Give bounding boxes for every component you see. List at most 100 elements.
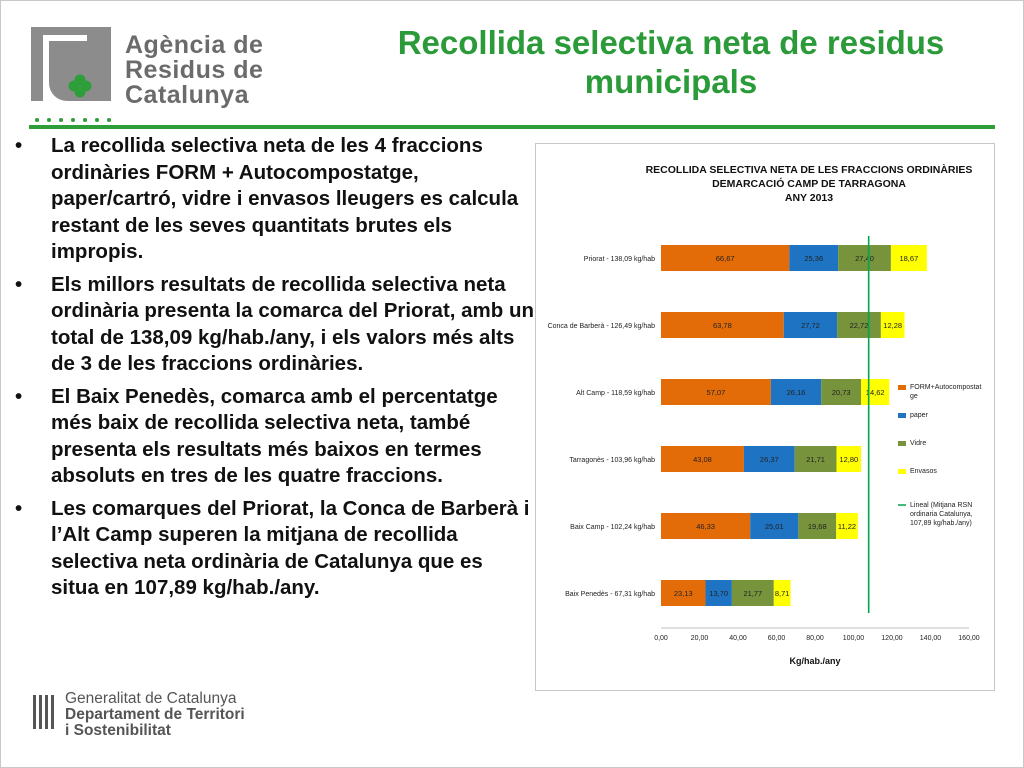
stacked-bar-chart: Priorat - 138,09 kg/hab 66,67 25,36 27,40 18… [548, 236, 981, 666]
bar-segment [783, 312, 838, 338]
bar-segment [861, 379, 890, 405]
x-tick-label: 160,00 [958, 635, 980, 642]
legend-label: Lineal (Mitjana RSN [910, 502, 972, 509]
bar-segment [890, 245, 927, 271]
data-label: 20,73 [832, 388, 851, 397]
bullet-text: La recollida selectiva neta de les 4 fra… [51, 134, 519, 263]
bar-segment [731, 580, 774, 606]
generalitat-logo: Generalitat de Catalunya Departament de … [31, 691, 291, 741]
chart-title-line2: DEMARCACIÓ CAMP DE TARRAGONA [712, 178, 906, 190]
bar-segment [661, 312, 784, 338]
legend-label: Envasos [910, 468, 937, 475]
data-label: 26,37 [760, 455, 779, 464]
data-label: 57,07 [707, 388, 726, 397]
category-label: Baix Camp - 102,24 kg/hab [570, 524, 655, 531]
x-tick-label: 100,00 [843, 635, 865, 642]
x-tick-label: 140,00 [920, 635, 942, 642]
data-label: 14,62 [866, 388, 885, 397]
data-label: 21,71 [806, 455, 825, 464]
bar-segment [836, 446, 862, 472]
footer-line1: Generalitat de Catalunya [65, 690, 237, 707]
data-label: 43,08 [693, 455, 712, 464]
bullet-item: • Les comarques del Priorat, la Conca de … [15, 496, 535, 602]
bar-segment [661, 513, 751, 539]
bullet-icon: • [15, 134, 23, 157]
bar-segment [880, 312, 905, 338]
bar-segment [743, 446, 795, 472]
bullet-text: Les comarques del Priorat, la Conca de B… [51, 496, 530, 600]
legend-label: ordinaria Catalunya, [910, 511, 973, 518]
bar-segment [661, 379, 771, 405]
bar-segment [661, 580, 706, 606]
x-tick-label: 20,00 [691, 635, 709, 642]
bar-segment [773, 580, 791, 606]
bar-segment [798, 513, 837, 539]
bullet-item: • El Baix Penedès, comarca amb el percent… [15, 384, 535, 490]
legend-label: paper [910, 412, 929, 419]
agency-name-line3: Catalunya [125, 81, 249, 109]
generalitat-emblem-icon [31, 695, 55, 729]
x-tick-label: 80,00 [806, 635, 824, 642]
bullet-icon: • [15, 496, 23, 520]
data-label: 27,40 [855, 254, 874, 263]
data-label: 22,72 [850, 321, 869, 330]
bar-segment [661, 446, 744, 472]
chart-title-line3: ANY 2013 [784, 192, 834, 204]
bar-segment [705, 580, 732, 606]
bullet-text: El Baix Penedès, comarca amb el percenta… [51, 384, 498, 488]
bullet-item: • Els millors resultats de recollida sele… [15, 272, 535, 378]
bullet-icon: • [15, 272, 23, 296]
data-label: 21,77 [743, 589, 762, 598]
clover-icon [68, 74, 92, 98]
category-label: Tarragonès - 103,96 kg/hab [569, 457, 655, 464]
legend-label: FORM+Autocompostat [910, 384, 981, 391]
bar-segment [750, 513, 799, 539]
legend-swatch [898, 469, 906, 474]
data-label: 19,68 [808, 522, 827, 531]
x-tick-label: 60,00 [768, 635, 786, 642]
bar-segment [789, 245, 839, 271]
legend-swatch [898, 441, 906, 446]
agency-logo: Agència de Residus de Catalunya [31, 23, 271, 123]
bar-segment [837, 312, 881, 338]
data-label: 8,71 [775, 589, 790, 598]
data-label: 27,72 [801, 321, 820, 330]
bar-segment [821, 379, 862, 405]
data-label: 12,28 [883, 321, 902, 330]
data-label: 18,67 [899, 254, 918, 263]
category-label: Conca de Barberà - 126,49 kg/hab [548, 323, 656, 330]
data-label: 46,33 [696, 522, 715, 531]
footer-line3: i Sostenibilitat [65, 722, 171, 739]
data-label: 13,70 [709, 589, 728, 598]
agency-name-line1: Agència de [125, 31, 264, 59]
legend-swatch [898, 385, 906, 390]
bullet-list: • La recollida selectiva neta de les 4 fr… [15, 133, 535, 608]
agency-name: Agència de Residus de Catalunya [125, 33, 263, 108]
legend-label: 107,89 kg/hab./any) [910, 520, 972, 527]
data-label: 12,80 [839, 455, 858, 464]
bar-segment [794, 446, 837, 472]
data-label: 25,36 [804, 254, 823, 263]
chart-title-line1: RECOLLIDA SELECTIVA NETA DE LES FRACCION… [645, 164, 973, 176]
data-label: 25,01 [765, 522, 784, 531]
chart-title: RECOLLIDA SELECTIVA NETA DE LES FRACCION… [541, 163, 1024, 205]
agency-logo-mark [31, 27, 111, 101]
x-tick-label: 120,00 [881, 635, 903, 642]
data-label: 11,22 [838, 522, 856, 531]
bullet-item: • La recollida selectiva neta de les 4 fr… [15, 133, 535, 266]
bullet-icon: • [15, 384, 23, 408]
legend-swatch [898, 413, 906, 418]
data-label: 23,13 [674, 589, 693, 598]
agency-name-line2: Residus de [125, 56, 264, 84]
category-label: Alt Camp - 118,59 kg/hab [576, 390, 655, 397]
bar-segment [661, 245, 790, 271]
x-tick-label: 0,00 [654, 635, 668, 642]
title-divider [29, 125, 995, 129]
bar-segment [836, 513, 858, 539]
x-tick-label: 40,00 [729, 635, 747, 642]
footer-line2: Departament de Territori [65, 706, 245, 723]
legend-label: ge [910, 393, 918, 400]
bar-segment [838, 245, 891, 271]
bullet-text: Els millors resultats de recollida selec… [51, 272, 535, 376]
